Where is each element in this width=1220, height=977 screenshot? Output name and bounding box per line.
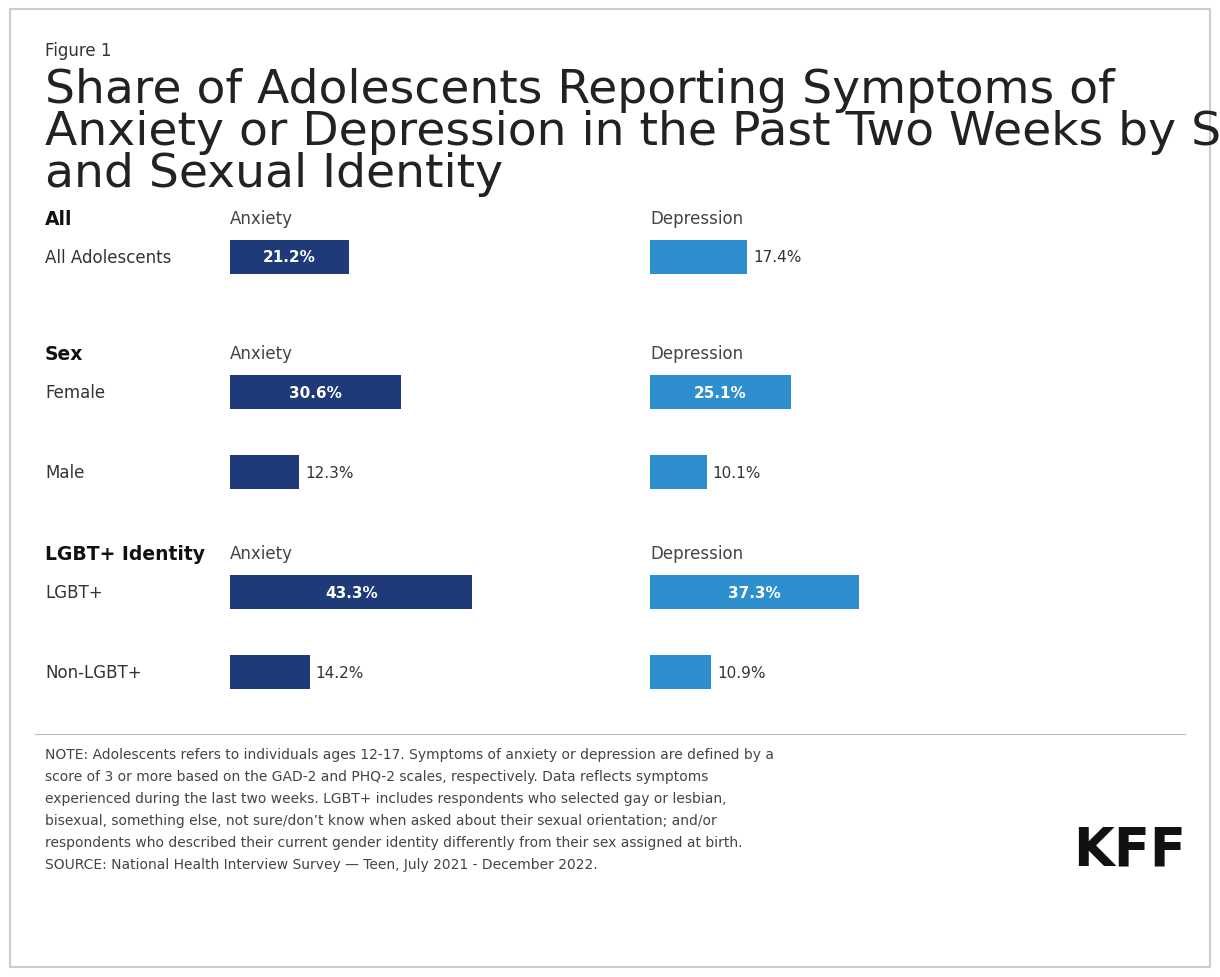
Bar: [650, 375, 791, 409]
Text: Figure 1: Figure 1: [45, 42, 111, 60]
Text: 10.9%: 10.9%: [717, 664, 765, 680]
Text: 43.3%: 43.3%: [325, 585, 378, 600]
Bar: [231, 455, 299, 489]
Text: Depression: Depression: [650, 345, 743, 362]
Bar: [650, 575, 859, 610]
Text: Anxiety or Depression in the Past Two Weeks by Sex: Anxiety or Depression in the Past Two We…: [45, 109, 1220, 154]
Text: 25.1%: 25.1%: [694, 385, 747, 401]
Text: Female: Female: [45, 384, 105, 402]
Text: Depression: Depression: [650, 544, 743, 563]
Text: KFF: KFF: [1074, 824, 1186, 875]
Text: and Sexual Identity: and Sexual Identity: [45, 151, 503, 196]
Text: Share of Adolescents Reporting Symptoms of: Share of Adolescents Reporting Symptoms …: [45, 68, 1115, 113]
Text: Anxiety: Anxiety: [231, 210, 293, 228]
Text: All Adolescents: All Adolescents: [45, 249, 171, 267]
Text: 21.2%: 21.2%: [264, 250, 316, 265]
Text: 37.3%: 37.3%: [728, 585, 781, 600]
Text: experienced during the last two weeks. LGBT+ includes respondents who selected g: experienced during the last two weeks. L…: [45, 791, 726, 805]
Text: Depression: Depression: [650, 210, 743, 228]
Bar: [650, 240, 748, 275]
Text: Anxiety: Anxiety: [231, 345, 293, 362]
Text: 12.3%: 12.3%: [305, 465, 354, 480]
Text: 14.2%: 14.2%: [316, 664, 364, 680]
Text: Sex: Sex: [45, 345, 83, 363]
Text: SOURCE: National Health Interview Survey — Teen, July 2021 - December 2022.: SOURCE: National Health Interview Survey…: [45, 857, 598, 871]
Text: score of 3 or more based on the GAD-2 and PHQ-2 scales, respectively. Data refle: score of 3 or more based on the GAD-2 an…: [45, 769, 709, 784]
Text: NOTE: Adolescents refers to individuals ages 12-17. Symptoms of anxiety or depre: NOTE: Adolescents refers to individuals …: [45, 747, 773, 761]
Text: respondents who described their current gender identity differently from their s: respondents who described their current …: [45, 835, 743, 849]
Text: Anxiety: Anxiety: [231, 544, 293, 563]
Text: bisexual, something else, not sure/don’t know when asked about their sexual orie: bisexual, something else, not sure/don’t…: [45, 813, 717, 828]
Text: LGBT+ Identity: LGBT+ Identity: [45, 544, 205, 564]
Bar: [650, 455, 706, 489]
Bar: [231, 656, 310, 690]
Text: LGBT+: LGBT+: [45, 583, 102, 602]
Bar: [231, 240, 349, 275]
Text: 30.6%: 30.6%: [289, 385, 342, 401]
Bar: [231, 375, 401, 409]
Text: 10.1%: 10.1%: [712, 465, 761, 480]
Text: Non-LGBT+: Non-LGBT+: [45, 663, 142, 681]
Text: 17.4%: 17.4%: [754, 250, 802, 265]
Bar: [231, 575, 472, 610]
Bar: [650, 656, 711, 690]
Text: All: All: [45, 210, 72, 229]
Text: Male: Male: [45, 463, 84, 482]
